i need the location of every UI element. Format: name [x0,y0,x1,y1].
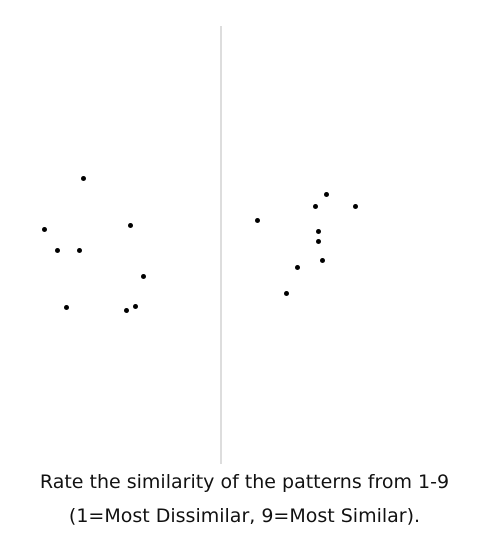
pattern-dot [124,308,129,313]
pattern-dot [284,291,289,296]
pattern-dot [295,265,300,270]
pattern-dot [316,229,321,234]
pattern-dot [42,227,47,232]
rating-instructions: Rate the similarity of the patterns from… [0,465,489,533]
pattern-dot [313,204,318,209]
pattern-dot [128,223,133,228]
instruction-line-1: Rate the similarity of the patterns from… [39,471,450,493]
pattern-dot [353,204,358,209]
pattern-dot [320,258,325,263]
pattern-dot [81,176,86,181]
pattern-dot [324,192,329,197]
pattern-dot [77,248,82,253]
pattern-dot [255,218,260,223]
pattern-dot [141,274,146,279]
stimulus-area [42,26,358,464]
pattern-dot [64,305,69,310]
pattern-dot [55,248,60,253]
instruction-line-2: (1=Most Dissimilar, 9=Most Similar). [68,505,421,527]
center-divider [220,26,222,464]
pattern-dot [316,239,321,244]
pattern-dot [133,304,138,309]
